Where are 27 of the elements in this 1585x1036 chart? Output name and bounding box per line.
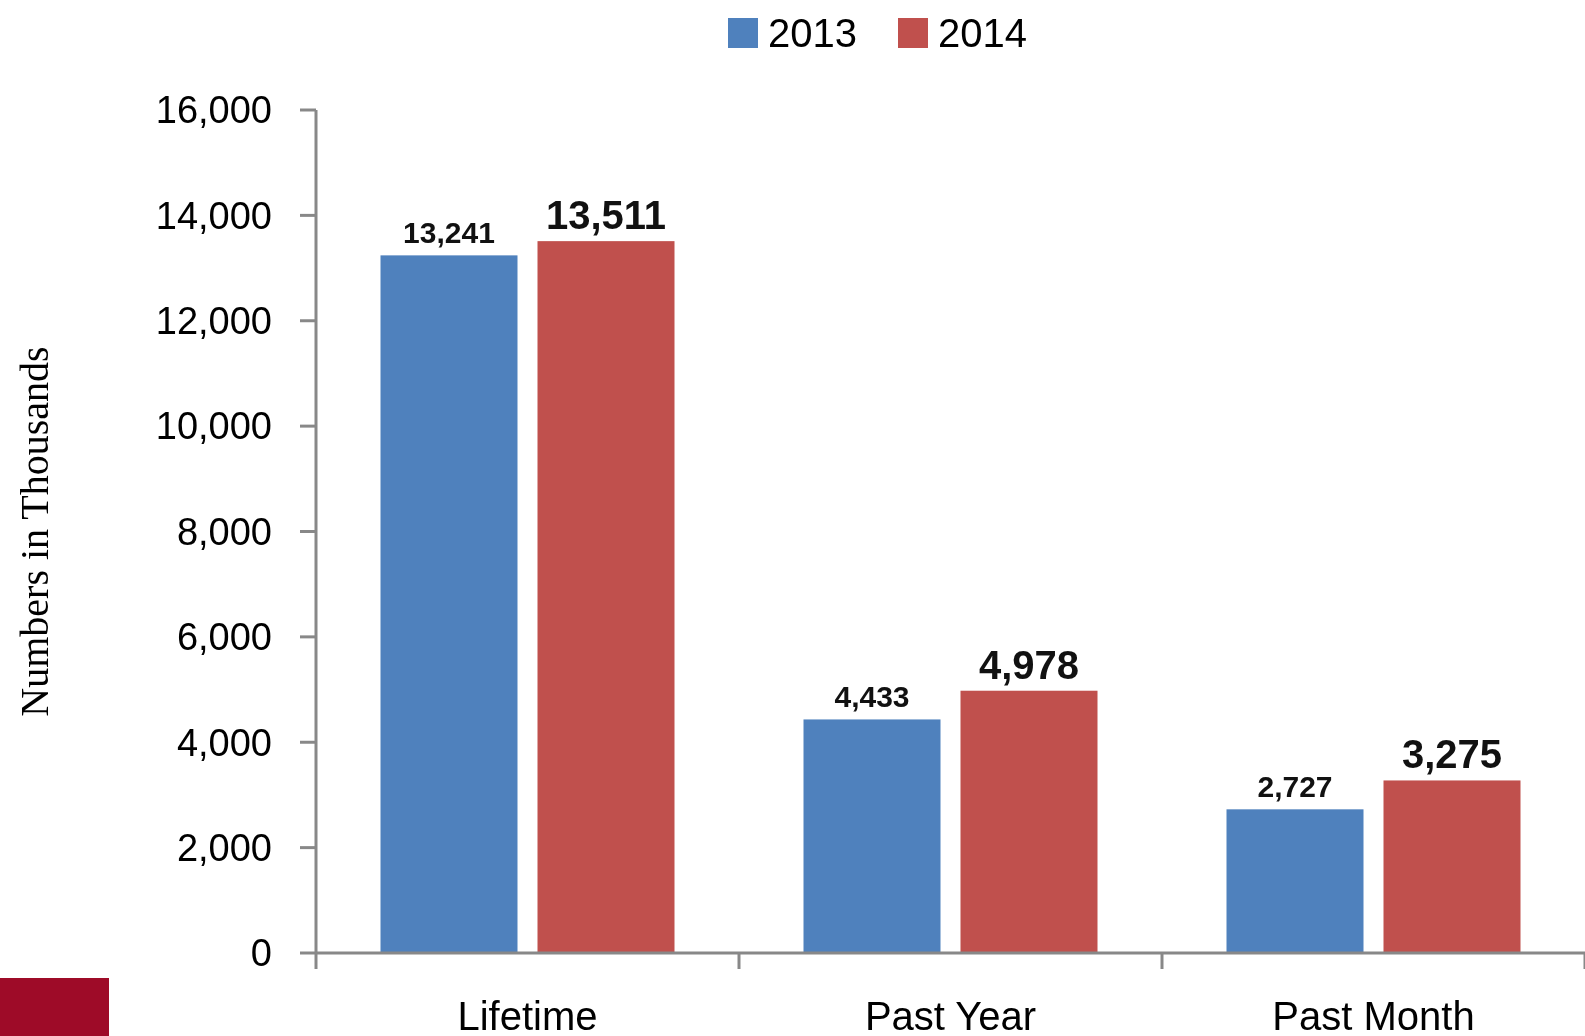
legend-label: 2014 <box>938 11 1027 55</box>
x-tick-label: Past Month <box>1272 994 1475 1036</box>
legend-label: 2013 <box>768 11 857 55</box>
y-tick-label: 10,000 <box>155 405 272 448</box>
y-tick-label: 12,000 <box>155 300 272 343</box>
y-tick-label: 14,000 <box>155 194 272 237</box>
data-label: 13,511 <box>545 193 667 238</box>
y-tick-label: 6,000 <box>176 616 272 659</box>
y-axis-title: Numbers in Thousands <box>12 346 57 717</box>
bar <box>960 690 1098 953</box>
y-tick-label: 4,000 <box>176 721 272 764</box>
data-label: 13,241 <box>403 216 495 250</box>
bar <box>380 255 518 953</box>
x-tick-label: Lifetime <box>457 994 598 1036</box>
bar <box>1226 809 1364 953</box>
y-tick-label: 8,000 <box>176 510 272 553</box>
y-tick-label: 2,000 <box>176 826 272 869</box>
y-tick-label: 0 <box>250 932 272 975</box>
y-tick-label: 16,000 <box>155 89 272 132</box>
data-label: 2,727 <box>1257 770 1333 804</box>
bar <box>803 719 941 953</box>
x-tick-label: Past Year <box>864 994 1037 1036</box>
bar <box>1383 780 1521 953</box>
data-label: 3,275 <box>1401 732 1503 777</box>
data-label: 4,433 <box>834 680 910 714</box>
data-label: 4,978 <box>978 642 1080 687</box>
bar <box>537 241 675 953</box>
